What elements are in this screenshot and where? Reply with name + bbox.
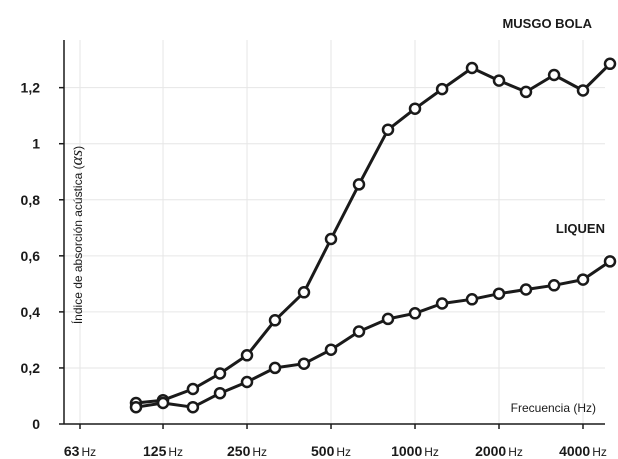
data-point: [352, 325, 366, 338]
series-line: [135, 260, 611, 409]
x-tick-number: 250: [227, 443, 251, 459]
data-point: [213, 386, 227, 400]
data-point: [408, 307, 422, 320]
data-point: [465, 61, 479, 75]
data-point: [519, 283, 533, 296]
series-labels: MUSGO BOLA LIQUEN: [502, 16, 605, 236]
data-point: [297, 357, 311, 370]
y-tick-label: 1,2: [21, 80, 41, 96]
data-point: [268, 361, 282, 375]
x-tick-label: 63 Hz: [64, 443, 96, 459]
x-tick-label: 4000 Hz: [559, 443, 607, 459]
data-point: [240, 375, 254, 389]
data-point: [547, 279, 561, 292]
data-point: [213, 367, 227, 380]
data-point: [465, 293, 479, 306]
x-tick-label: 500 Hz: [311, 443, 351, 459]
x-tick-number: 63: [64, 443, 80, 459]
y-tick-label: 1: [32, 136, 40, 152]
y-tick-label: 0,2: [21, 360, 41, 376]
data-point: [492, 74, 506, 87]
x-tick-unit: Hz: [336, 445, 351, 459]
series-lines: [129, 57, 617, 414]
x-tick-unit: Hz: [424, 445, 439, 459]
data-point: [352, 178, 366, 191]
data-point: [381, 123, 395, 136]
x-tick-number: 4000: [559, 443, 590, 459]
data-point: [240, 349, 254, 362]
x-tick-label: 125 Hz: [143, 443, 183, 459]
data-point: [324, 232, 338, 246]
series-label: MUSGO BOLA: [502, 16, 592, 31]
data-point: [519, 85, 533, 99]
data-point: [186, 382, 200, 396]
x-axis-label: Frecuencia (Hz): [511, 401, 596, 415]
data-point: [129, 400, 143, 414]
y-tick-label: 0,6: [21, 248, 41, 264]
x-tick-number: 500: [311, 443, 335, 459]
x-tick-number: 125: [143, 443, 167, 459]
x-tick-unit: Hz: [252, 445, 267, 459]
data-point: [547, 68, 561, 82]
data-point: [576, 84, 590, 97]
data-point: [492, 287, 506, 300]
data-point: [435, 297, 449, 310]
x-tick-unit: Hz: [168, 445, 183, 459]
series-label: LIQUEN: [556, 221, 605, 236]
y-tick-label: 0,4: [21, 304, 41, 320]
data-point: [603, 255, 617, 268]
y-axis-label: Índice de absorción acústica (αs): [67, 146, 86, 324]
axes: [63, 40, 605, 425]
data-point: [186, 400, 200, 414]
x-tick-number: 2000: [475, 443, 506, 459]
data-point: [268, 314, 282, 327]
data-point: [435, 82, 449, 96]
y-tick-label: 0,8: [21, 192, 41, 208]
data-point: [297, 286, 311, 299]
series-line: [135, 62, 612, 405]
data-point: [576, 273, 590, 286]
y-tick-labels: 0 0,2 0,4 0,6 0,8 1 1,2: [21, 80, 64, 432]
x-tick-label: 250 Hz: [227, 443, 267, 459]
x-tick-labels: 63 Hz 125 Hz 250 Hz 500 Hz 1000 Hz 2000 Hz 4000 Hz: [64, 424, 607, 459]
data-point: [408, 102, 422, 115]
y-tick-label: 0: [32, 416, 40, 432]
x-tick-unit: Hz: [508, 445, 523, 459]
x-tick-number: 1000: [391, 443, 422, 459]
data-point: [603, 57, 617, 71]
data-point: [156, 396, 170, 410]
y-axis-label-text: Índice de absorción acústica (: [70, 165, 85, 324]
y-axis-label-close: ): [71, 146, 85, 150]
data-point: [324, 343, 338, 356]
y-axis-label-symbol: αs: [67, 149, 86, 165]
x-tick-unit: Hz: [81, 445, 96, 459]
x-tick-label: 1000 Hz: [391, 443, 439, 459]
data-point: [381, 312, 395, 326]
x-tick-unit: Hz: [592, 445, 607, 459]
x-tick-label: 2000 Hz: [475, 443, 523, 459]
